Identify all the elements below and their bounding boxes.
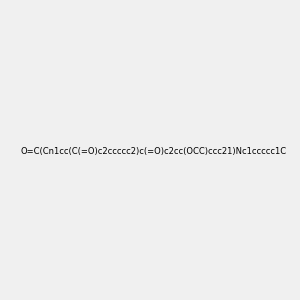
Text: O=C(Cn1cc(C(=O)c2ccccc2)c(=O)c2cc(OCC)ccc21)Nc1ccccc1C: O=C(Cn1cc(C(=O)c2ccccc2)c(=O)c2cc(OCC)cc… [21,147,287,156]
